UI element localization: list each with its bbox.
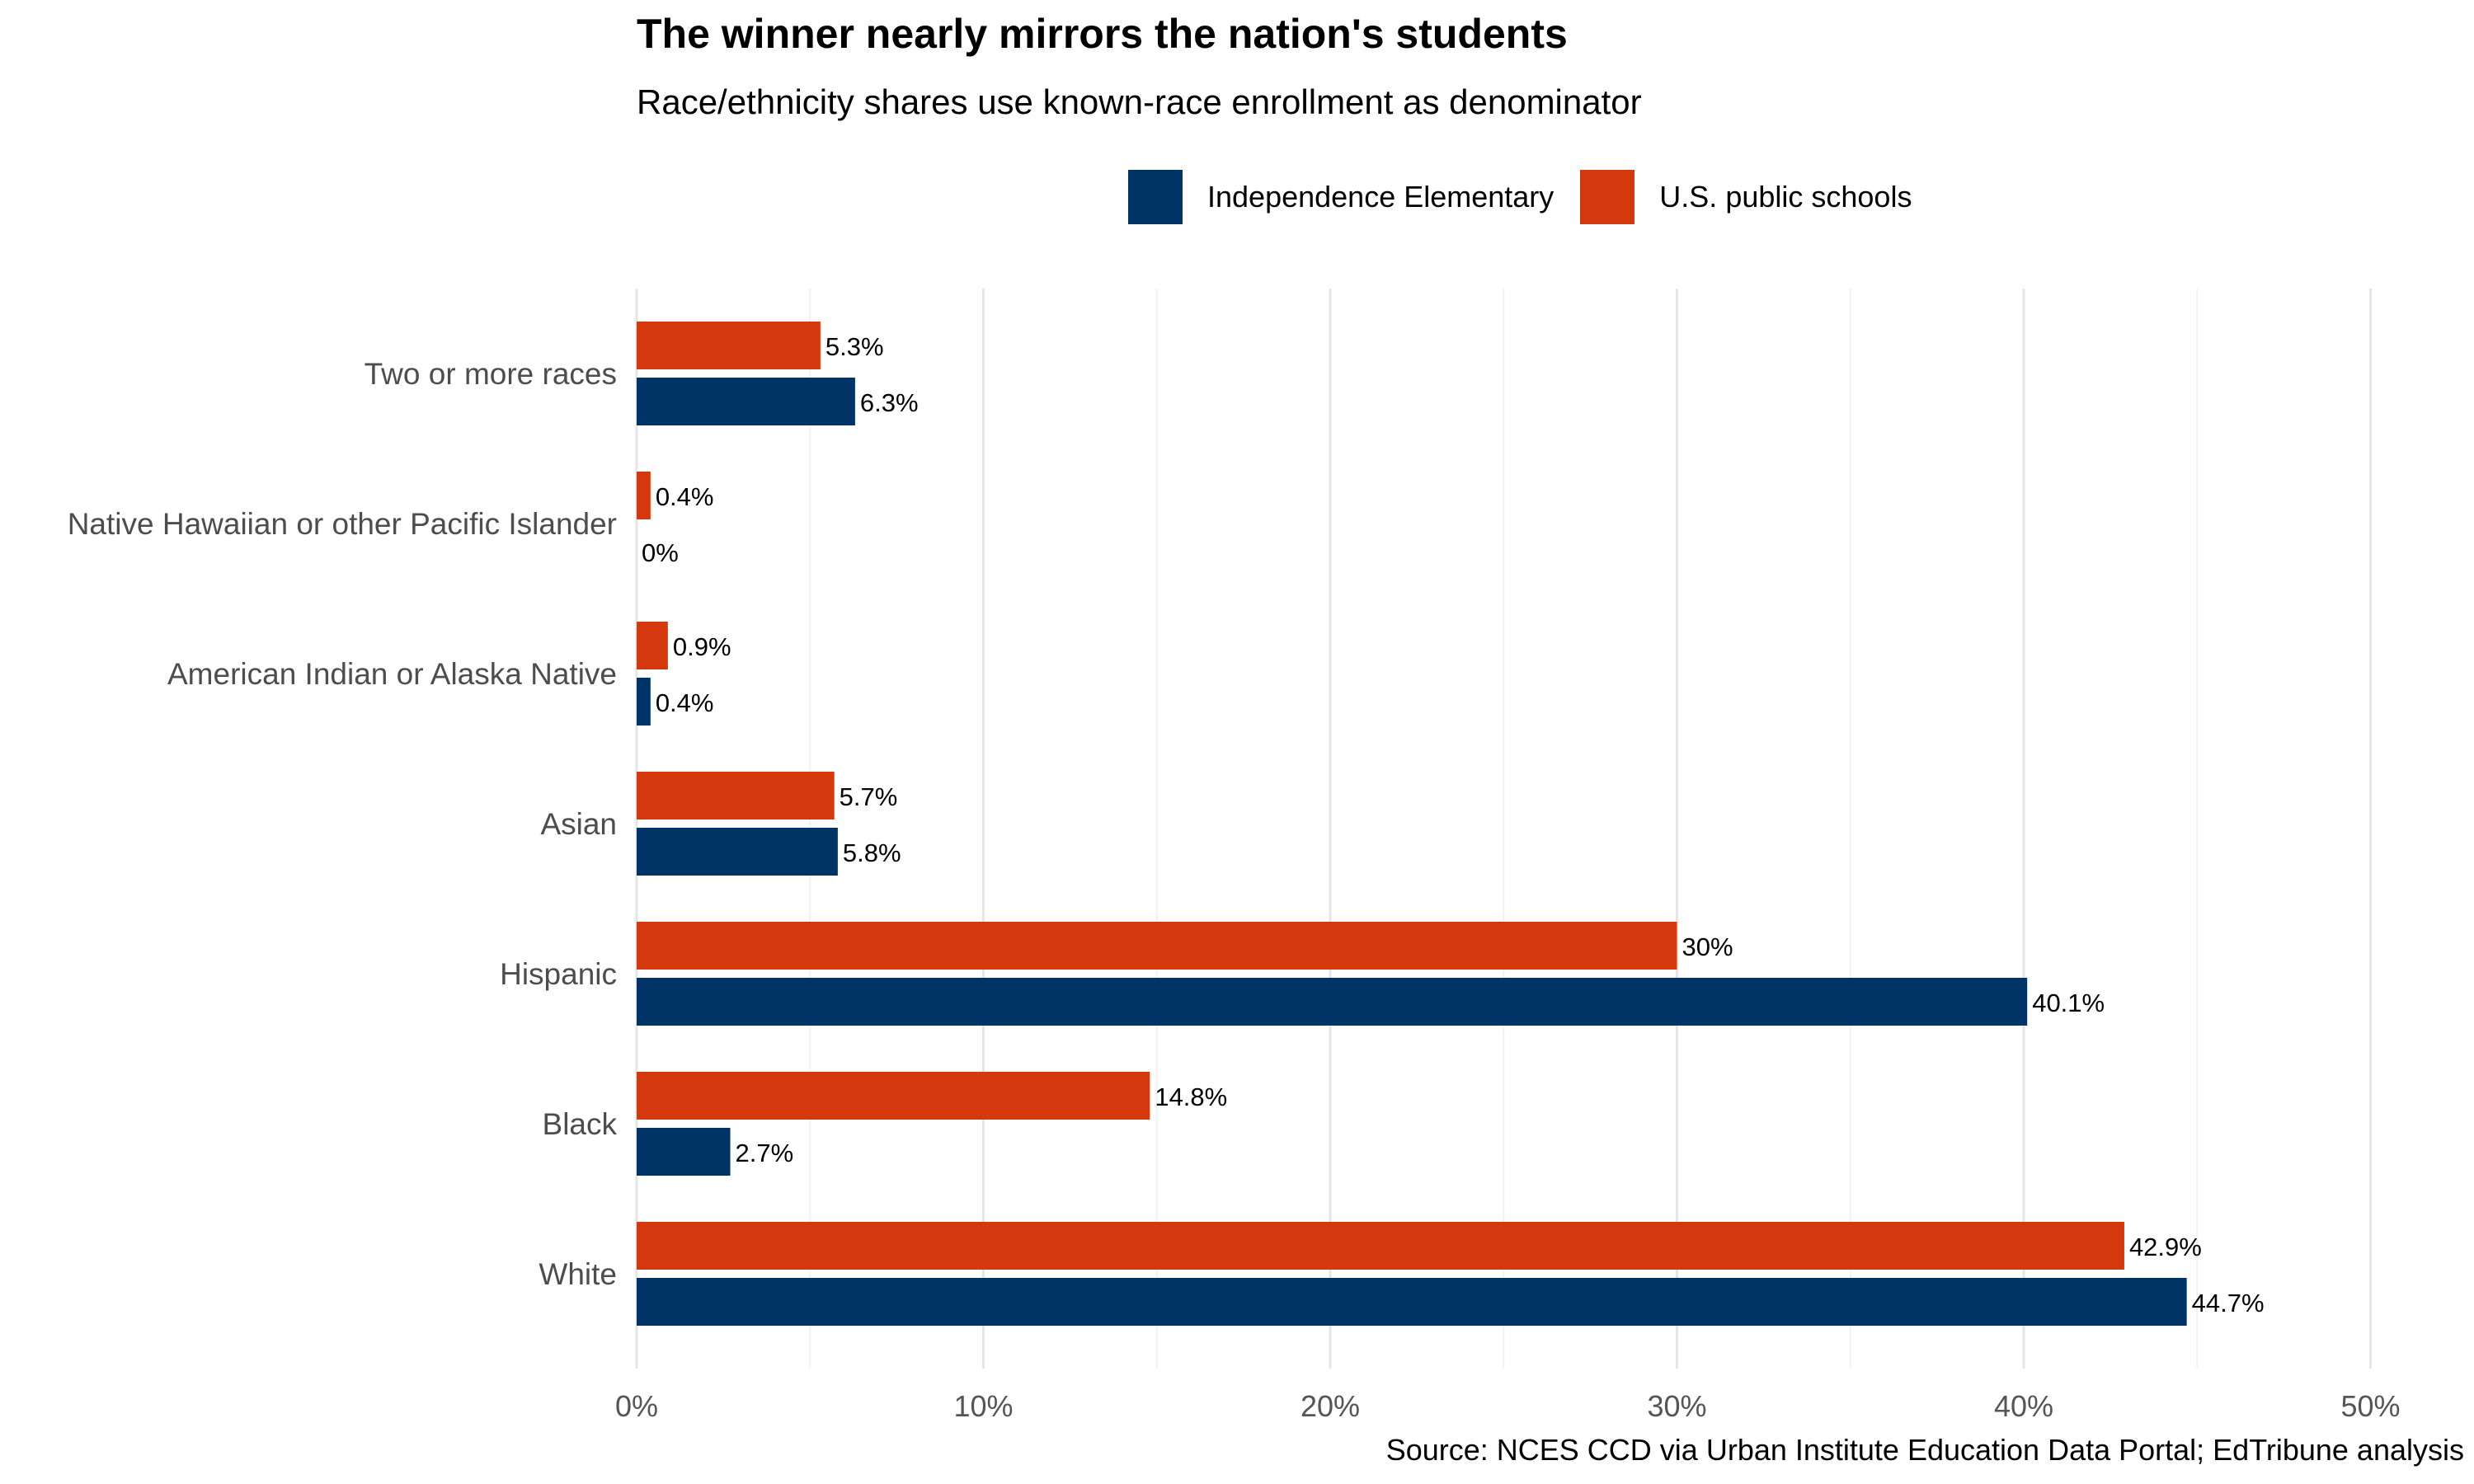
bar-value-label: 6.3% — [860, 388, 919, 417]
bar-us-public-schools — [637, 772, 835, 819]
bar-value-label: 5.7% — [840, 782, 898, 811]
legend-item-us-public: U.S. public schools — [1580, 170, 1912, 224]
x-tick-label: 20% — [1300, 1389, 1360, 1423]
category-label: Hispanic — [500, 957, 617, 991]
bar-value-label: 42.9% — [2129, 1233, 2202, 1261]
x-tick-label: 10% — [953, 1389, 1013, 1423]
category-label: Two or more races — [365, 357, 617, 391]
bar-independence-elementary — [637, 1128, 731, 1176]
bar-value-label: 0.9% — [673, 632, 731, 661]
category-label: American Indian or Alaska Native — [167, 657, 617, 691]
bar-us-public-schools — [637, 322, 821, 369]
gridlines — [635, 289, 2372, 1369]
source-caption: Source: NCES CCD via Urban Institute Edu… — [1385, 1433, 2464, 1467]
bar-independence-elementary — [637, 828, 838, 876]
bar-independence-elementary — [637, 378, 855, 425]
bars — [637, 322, 2187, 1326]
bar-value-label: 44.7% — [2192, 1289, 2265, 1317]
chart-subtitle: Race/ethnicity shares use known-race enr… — [637, 82, 1642, 121]
bar-value-label: 0.4% — [656, 482, 714, 511]
bar-us-public-schools — [637, 622, 668, 669]
bar-value-label: 5.3% — [825, 332, 884, 361]
category-label: Asian — [540, 807, 617, 841]
bar-value-label: 5.8% — [843, 838, 901, 867]
bar-value-label: 0% — [642, 538, 679, 567]
x-tick-label: 30% — [1647, 1389, 1706, 1423]
bar-us-public-schools — [637, 922, 1677, 970]
legend-swatch-independence — [1128, 170, 1183, 224]
bar-us-public-schools — [637, 472, 651, 519]
bar-us-public-schools — [637, 1222, 2124, 1270]
bar-value-label: 0.4% — [656, 688, 714, 717]
data-labels: 5.3% 6.3% 0.4% 0% 0.9% 0.4% 5.7% 5.8% 30% 40.1% 14… — [642, 332, 2265, 1317]
chart-title: The winner nearly mirrors the nation's s… — [637, 11, 1568, 57]
bar-value-label: 30% — [1682, 932, 1733, 961]
bar-independence-elementary — [637, 1278, 2187, 1326]
x-tick-label: 40% — [1994, 1389, 2053, 1423]
bar-independence-elementary — [637, 678, 651, 726]
legend-label-us-public: U.S. public schools — [1659, 180, 1912, 214]
x-tick-label: 50% — [2340, 1389, 2400, 1423]
category-label: Native Hawaiian or other Pacific Islande… — [68, 507, 617, 541]
legend: Independence Elementary U.S. public scho… — [1128, 170, 1938, 224]
category-label: White — [539, 1257, 617, 1291]
bar-independence-elementary — [637, 978, 2028, 1026]
category-label: Black — [543, 1107, 618, 1141]
legend-item-independence: Independence Elementary — [1128, 170, 1554, 224]
category-labels: Two or more races Native Hawaiian or othe… — [68, 357, 618, 1291]
bar-value-label: 14.8% — [1155, 1082, 1227, 1111]
legend-label-independence: Independence Elementary — [1207, 180, 1554, 214]
x-tick-label: 0% — [615, 1389, 658, 1423]
legend-swatch-us-public — [1580, 170, 1635, 224]
bar-value-label: 40.1% — [2032, 989, 2105, 1017]
x-tick-labels: 0% 10% 20% 30% 40% 50% — [615, 1389, 2401, 1423]
bar-us-public-schools — [637, 1072, 1150, 1120]
bar-value-label: 2.7% — [736, 1139, 794, 1167]
